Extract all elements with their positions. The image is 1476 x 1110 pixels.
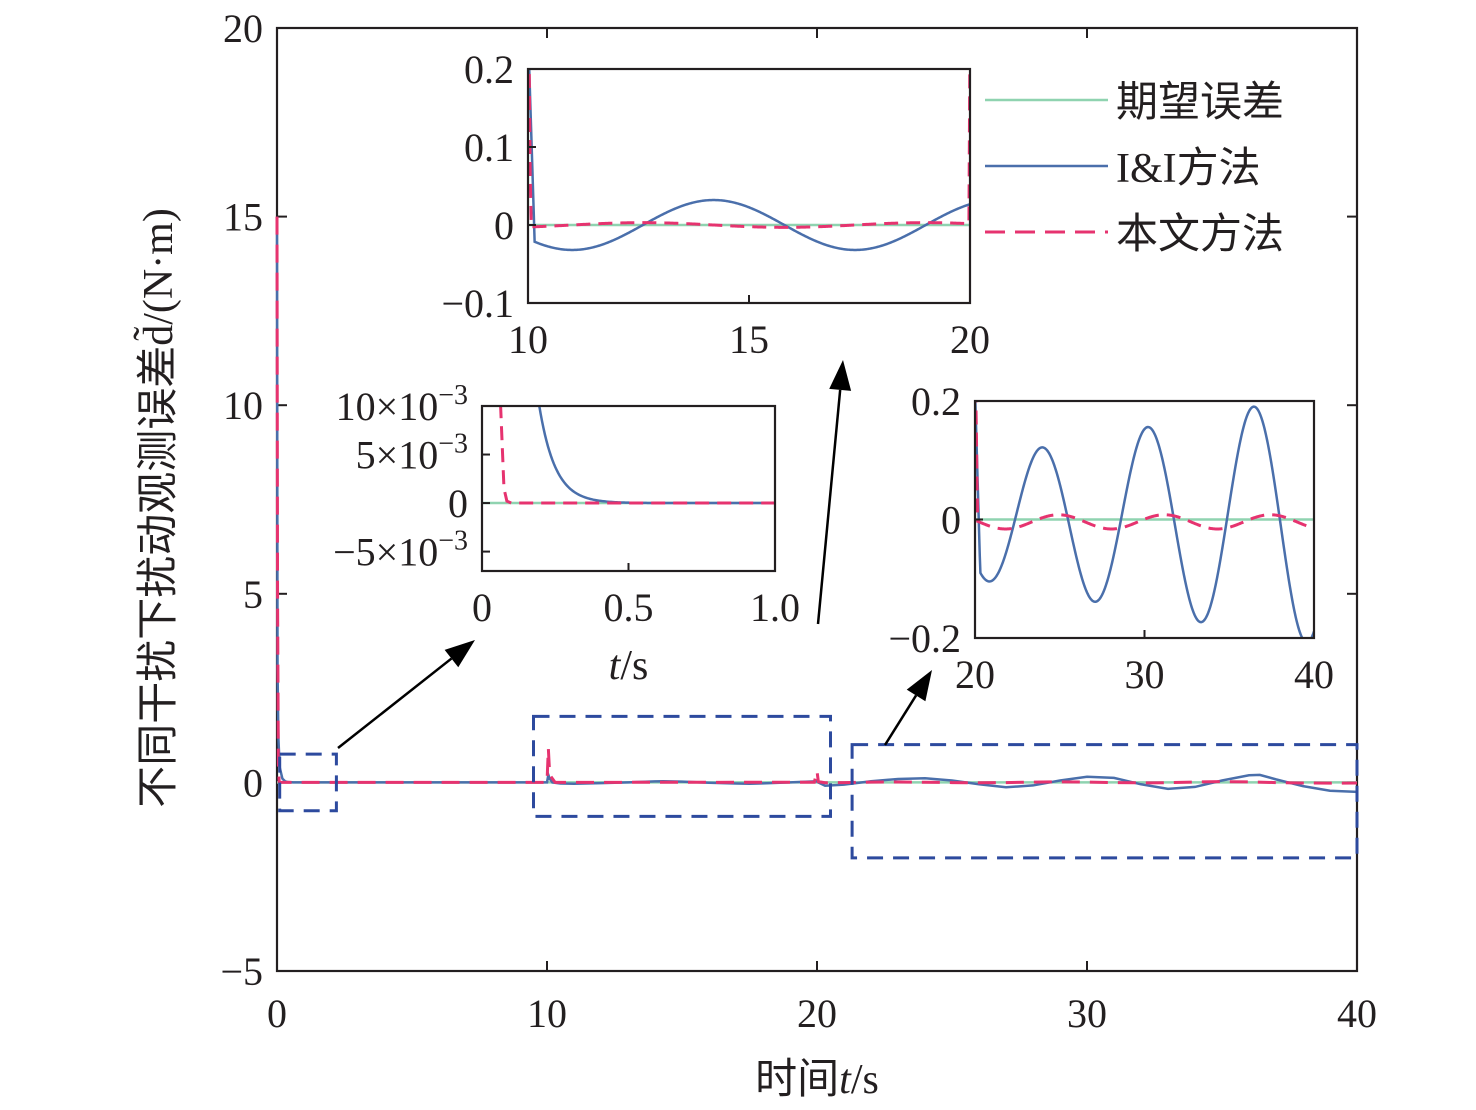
arrow-head xyxy=(829,360,852,391)
x-axis-label: 时间t/s xyxy=(755,1057,879,1103)
inset-y-tick-label: 0 xyxy=(448,481,468,526)
inset-y-tick-label: 0.1 xyxy=(464,125,514,170)
inset-y-tick-label: 0.2 xyxy=(911,379,961,424)
arrow-head xyxy=(444,640,475,668)
inset-b-ii xyxy=(528,69,970,252)
inset-y-tick-label: 0 xyxy=(941,498,961,543)
y-tick-label: 10 xyxy=(223,383,263,428)
x-axis-label-unit: /s xyxy=(851,1057,879,1103)
inset-x-tick-label: 0.5 xyxy=(604,585,654,630)
tick-exponent: −3 xyxy=(438,429,468,460)
arrow-shaft xyxy=(816,389,842,625)
inset-x-tick-label: 20 xyxy=(950,317,990,362)
x-tick-label: 40 xyxy=(1337,991,1377,1036)
xlabel-var: t xyxy=(609,643,622,689)
inset-a-proposed xyxy=(499,406,775,505)
x-tick-label: 10 xyxy=(527,991,567,1036)
inset-background xyxy=(482,406,775,571)
inset-x-tick-label: 15 xyxy=(729,317,769,362)
y-tick-label: −5 xyxy=(220,949,263,994)
arrow-shaft xyxy=(883,694,918,746)
tick-base: 10×10 xyxy=(336,384,439,429)
legend-label: 期望误差 xyxy=(1116,80,1284,126)
inset-y-tick-label: 10×10−3 xyxy=(336,380,468,429)
tick-base: 5×10 xyxy=(356,433,439,478)
tick-exponent: −3 xyxy=(438,526,468,557)
tick-exponent: −3 xyxy=(438,380,468,411)
inset-x-tick-label: 0 xyxy=(472,585,492,630)
x-tick-label: 0 xyxy=(267,991,287,1036)
x-axis-label-prefix: 时间 xyxy=(755,1057,839,1103)
legend-label: I&I方法 xyxy=(1116,146,1261,192)
inset-c-proposed xyxy=(975,401,1314,531)
inset-x-tick-label: 10 xyxy=(508,317,548,362)
y-axis-label: 不同干扰下扰动观测误差d̃/(N·m) xyxy=(133,208,182,808)
y-tick-label: 5 xyxy=(243,572,263,617)
zoom-arrows xyxy=(337,360,932,749)
inset-x-tick-label: 1.0 xyxy=(750,585,800,630)
x-tick-label: 20 xyxy=(797,991,837,1036)
inset-background xyxy=(528,69,970,303)
zoom-box xyxy=(278,752,338,813)
inset-x-tick-label: 20 xyxy=(955,652,995,697)
inset-y-tick-label: 5×10−3 xyxy=(356,429,468,478)
arrow-shaft xyxy=(337,657,453,749)
inset-y-tick-label: 0 xyxy=(494,203,514,248)
tick-base: −5×10 xyxy=(333,530,438,575)
inset-a: 0 0.5 1.0−5×10−305×10−310×10−3t/s xyxy=(333,380,800,689)
inset-x-tick-label: 40 xyxy=(1294,652,1334,697)
legend-label: 本文方法 xyxy=(1116,211,1284,258)
y-tick-label: 20 xyxy=(223,6,263,51)
inset-b-proposed xyxy=(528,69,970,229)
x-tick-label: 30 xyxy=(1067,991,1107,1036)
inset-y-tick-label: −0.2 xyxy=(888,616,961,661)
inset-b: 10 15 20 −0.1 0 0.1 0.2 xyxy=(441,47,990,362)
inset-y-tick-label: −5×10−3 xyxy=(333,526,468,575)
xlabel-unit: /s xyxy=(620,643,648,689)
inset-c-ii xyxy=(975,401,1314,638)
zoom-box xyxy=(850,743,1359,860)
series-line-本文方法 xyxy=(275,216,1358,785)
inset-y-tick-label: −0.1 xyxy=(441,281,514,326)
zoom-boxes xyxy=(278,714,1359,860)
arrow-head xyxy=(906,670,932,702)
x-axis-label-var: t xyxy=(839,1057,852,1103)
y-tick-label: 0 xyxy=(243,760,263,805)
inset-x-tick-label: 30 xyxy=(1125,652,1165,697)
inset-c: 20 30 40 −0.2 0 0.2 xyxy=(888,379,1334,697)
inset-y-tick-label: 0.2 xyxy=(464,47,514,92)
inset-a-xlabel: t/s xyxy=(609,643,649,689)
zoom-box xyxy=(532,714,832,818)
y-tick-label: 15 xyxy=(223,195,263,240)
